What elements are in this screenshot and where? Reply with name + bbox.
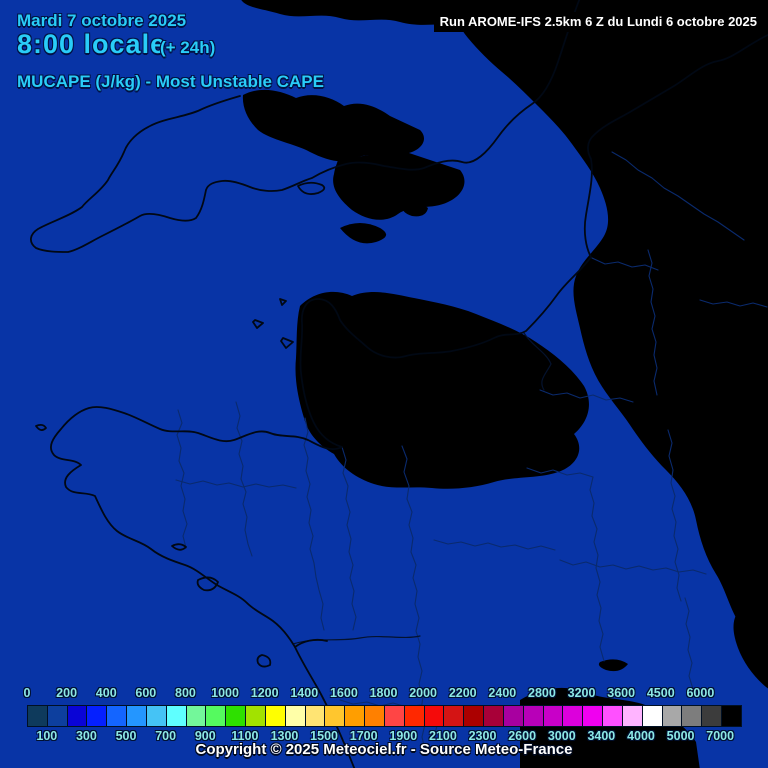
legend-swatch [206, 706, 227, 726]
forecast-date: Mardi 7 octobre 2025 [17, 11, 187, 30]
legend-tick-label: 500 [115, 729, 137, 743]
legend-swatch [682, 706, 703, 726]
legend-swatch [583, 706, 604, 726]
legend-tick-label: 2300 [468, 729, 497, 743]
legend-swatch [603, 706, 623, 726]
legend-swatch [166, 706, 187, 726]
legend-tick-label: 1200 [250, 686, 279, 700]
legend-swatch [186, 706, 207, 726]
legend-tick-label: 3400 [587, 729, 616, 743]
legend-tick-label: 1600 [329, 686, 358, 700]
legend-swatch [265, 706, 286, 726]
legend-tick-label: 6000 [686, 686, 715, 700]
legend-tick-label: 7000 [706, 729, 735, 743]
forecast-time: 8:00 locale [17, 29, 167, 59]
legend-tick-label: 3000 [547, 729, 576, 743]
legend-swatch [127, 706, 147, 726]
legend-bar [27, 705, 742, 727]
coastlines [30, 0, 768, 768]
legend-tick-label: 4500 [646, 686, 675, 700]
legend-tick-label: 3200 [567, 686, 596, 700]
legend-swatch [543, 706, 564, 726]
legend-swatch [87, 706, 108, 726]
legend-swatch [424, 706, 445, 726]
legend-tick-label: 2100 [429, 729, 457, 743]
forecast-offset: (+ 24h) [160, 38, 216, 57]
legend-swatch [365, 706, 385, 726]
legend-tick-label: 2200 [448, 686, 477, 700]
legend-tick-label: 1500 [310, 729, 338, 743]
legend-tick-label: 1100 [231, 729, 259, 743]
legend-swatch [702, 706, 722, 726]
legend-swatch [47, 706, 68, 726]
legend-swatch [384, 706, 405, 726]
legend-tick-label: 2400 [488, 686, 517, 700]
legend-tick-label: 1800 [369, 686, 398, 700]
legend-swatch [146, 706, 167, 726]
legend-swatch [523, 706, 544, 726]
legend-tick-label: 700 [155, 729, 177, 743]
legend-tick-label: 2600 [508, 729, 537, 743]
legend-tick-label: 0 [23, 686, 31, 700]
legend-tick-label: 1900 [389, 729, 418, 743]
legend-swatch [107, 706, 128, 726]
department-borders [175, 151, 768, 751]
legend-tick-label: 2800 [528, 686, 556, 700]
legend-swatch [622, 706, 643, 726]
legend-swatch [662, 706, 683, 726]
legend-swatch [28, 706, 48, 726]
legend-swatch [246, 706, 266, 726]
legend-tick-label: 100 [36, 729, 58, 743]
copyright-text: Copyright © 2025 Meteociel.fr - Source M… [195, 741, 573, 758]
legend-tick-label: 400 [95, 686, 117, 700]
legend-swatch [444, 706, 465, 726]
legend-swatch [721, 706, 741, 726]
legend-labels-bottom: 100 300 500 700 900 1100 1300 1500 1700 1900 2100 2… [27, 729, 740, 743]
legend-swatch [345, 706, 366, 726]
legend-tick-label: 1000 [211, 686, 239, 700]
legend-swatch [563, 706, 584, 726]
legend-labels-top: 0 200 400 600 800 1000 1200 1400 1600 1800 2000 220… [23, 686, 740, 700]
parameter-title: MUCAPE (J/kg) - Most Unstable CAPE [17, 72, 324, 91]
legend-tick-label: 3600 [607, 686, 636, 700]
legend-tick-label: 200 [56, 686, 78, 700]
legend-tick-label: 1300 [270, 729, 299, 743]
legend-swatch [67, 706, 88, 726]
legend-swatch [226, 706, 247, 726]
legend-swatch [285, 706, 306, 726]
legend-tick-label: 800 [175, 686, 196, 700]
legend-swatch [484, 706, 504, 726]
legend-swatch [464, 706, 485, 726]
legend-swatch [305, 706, 326, 726]
legend-swatch [404, 706, 425, 726]
legend-tick-label: 600 [135, 686, 157, 700]
legend-swatch [325, 706, 346, 726]
legend-swatch [503, 706, 524, 726]
legend-swatch [642, 706, 663, 726]
legend-tick-label: 900 [194, 729, 216, 743]
model-run-info: Run AROME-IFS 2.5km 6 Z du Lundi 6 octob… [433, 12, 763, 32]
legend-tick-label: 1400 [290, 686, 319, 700]
legend-tick-label: 2000 [409, 686, 438, 700]
legend-tick-label: 1700 [349, 729, 378, 743]
legend-tick-label: 5000 [666, 729, 695, 743]
legend-tick-label: 300 [75, 729, 97, 743]
legend-tick-label: 4000 [627, 729, 655, 743]
